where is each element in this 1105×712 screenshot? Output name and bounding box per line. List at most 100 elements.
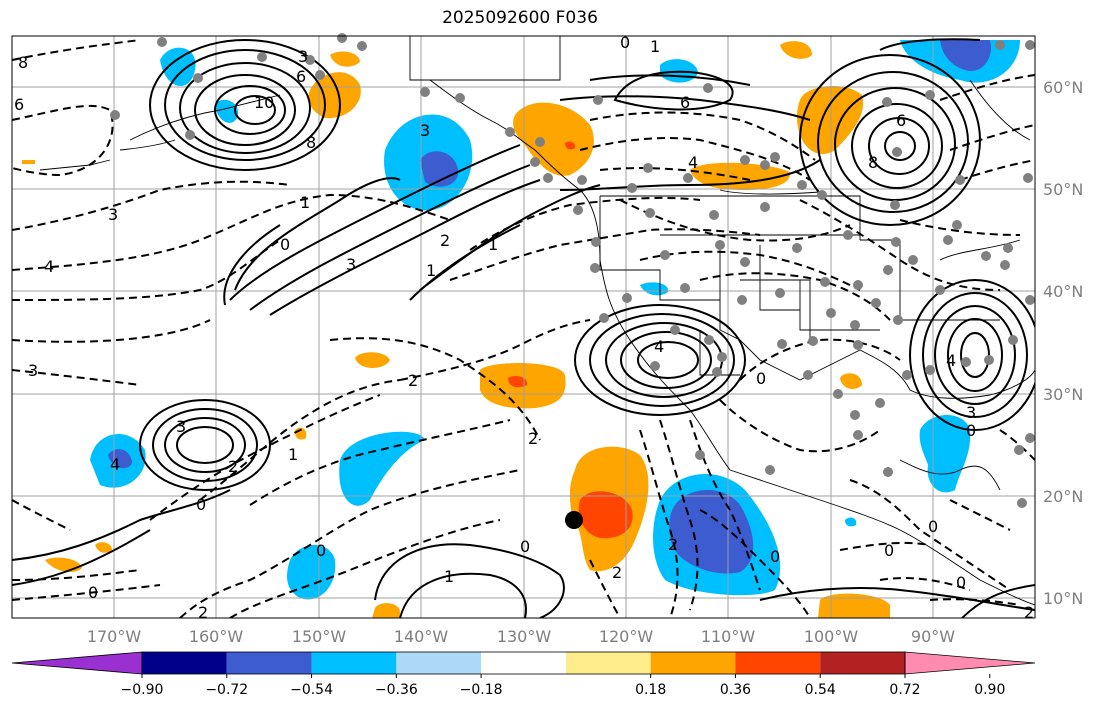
colorbar-segment (226, 652, 312, 674)
colorbar-tick-label: 0.18 (635, 682, 666, 698)
longitude-labels: 170°W 160°W 150°W 140°W 130°W 120°W 110°… (87, 627, 955, 646)
positive-patch (818, 593, 890, 618)
contour-label: 2 (528, 429, 538, 448)
contour-label: 3 (966, 403, 976, 422)
positive-patch (513, 102, 594, 176)
positive-patch (565, 141, 576, 150)
contour-label: 3 (346, 255, 356, 274)
colorbar-tick-label: −0.90 (121, 682, 164, 698)
contour-label: 2 (1024, 603, 1034, 622)
contour-label: 0 (884, 541, 894, 560)
lon-label: 150°W (292, 627, 347, 646)
colorbar (11, 651, 1036, 675)
contour-label: 0 (520, 537, 530, 556)
contour-label: 0 (756, 369, 766, 388)
contour-label: 0 (770, 547, 780, 566)
colorbar-segment (142, 652, 227, 674)
colorbar-segment (396, 652, 482, 674)
contour-label: 8 (306, 133, 316, 152)
negative-patch (287, 545, 336, 600)
lat-label: 10°N (1043, 589, 1083, 608)
contour-label: 3 (108, 205, 118, 224)
colorbar-segment (650, 652, 736, 674)
shaded-anomaly-field (22, 40, 1020, 618)
negative-patch (215, 99, 239, 123)
graticule (12, 36, 1035, 618)
negative-patch (669, 490, 754, 574)
latitude-labels: 60°N 50°N 40°N 30°N 20°N 10°N (1043, 78, 1083, 608)
contour-label: 1 (300, 193, 310, 212)
contour-label: 0 (196, 495, 206, 514)
contour-label: 4 (44, 257, 54, 276)
lon-label: 100°W (804, 627, 859, 646)
contour-label: 2 (408, 371, 418, 390)
lat-label: 30°N (1043, 385, 1083, 404)
positive-patch (95, 542, 112, 553)
colorbar-segment (735, 652, 821, 674)
colorbar-tick-label: 0.36 (720, 682, 751, 698)
colorbar-segment (820, 652, 905, 674)
positive-patch (578, 491, 633, 539)
lon-label: 90°W (911, 627, 955, 646)
lon-label: 160°W (189, 627, 244, 646)
lat-label: 60°N (1043, 78, 1083, 97)
positive-patch (508, 376, 528, 388)
coastlines (39, 36, 1035, 606)
negative-patch (339, 431, 425, 506)
contour-label: 8 (18, 53, 28, 72)
contour-label: 8 (868, 153, 878, 172)
contour-label: 3 (420, 121, 430, 140)
contour-label: 0 (956, 573, 966, 592)
contour-label: 1 (444, 567, 454, 586)
colorbar-tick-label: 0.72 (889, 682, 920, 698)
contour-label: 4 (110, 455, 120, 474)
positive-patch (372, 603, 400, 618)
negative-patch (940, 40, 991, 71)
map-frame (11, 35, 1036, 619)
lon-label: 120°W (599, 627, 654, 646)
positive-patch (355, 352, 390, 368)
contour-label: 0 (88, 583, 98, 602)
plot-title: 2025092600 F036 (442, 8, 598, 28)
contour-label: 10 (254, 93, 274, 112)
contour-label: 1 (488, 235, 498, 254)
colorbar-tick-label: 0.54 (805, 682, 836, 698)
colorbar-segment (481, 652, 566, 674)
colorbar-tick-label: 0.90 (974, 682, 1005, 698)
lat-label: 40°N (1043, 282, 1083, 301)
negative-patch (160, 47, 196, 87)
colorbar-ticks: −0.90 −0.72 −0.54 −0.36 −0.18 0.18 0.36 0.54 0.7… (121, 674, 1005, 698)
station-dots (110, 33, 1035, 508)
negative-patch (420, 151, 459, 187)
negative-patch (640, 282, 669, 296)
lon-label: 170°W (87, 627, 142, 646)
contour-label: 2 (440, 231, 450, 250)
contour-label: 0 (928, 517, 938, 536)
contour-label: 0 (966, 421, 976, 440)
colorbar-frame (141, 651, 906, 675)
contour-label: 2 (198, 603, 208, 622)
contour-label: 0 (316, 541, 326, 560)
contour-label: 3 (28, 361, 38, 380)
colorbar-tick-label: −0.72 (205, 682, 248, 698)
contour-label: 4 (946, 351, 956, 370)
contour-labels: 8 6 3 6 10 8 6 0 1 3 4 3 6 8 4 4 2 1 2 1… (14, 33, 1034, 622)
contour-label: 2 (612, 563, 622, 582)
colorbar-tick-label: −0.36 (375, 682, 418, 698)
lon-label: 130°W (497, 627, 552, 646)
positive-patch (22, 160, 35, 164)
colorbar-tick-label: −0.18 (460, 682, 503, 698)
contour-label: 3 (176, 417, 186, 436)
contour-label: 6 (680, 93, 690, 112)
contour-label: 6 (896, 111, 906, 130)
negative-patch (845, 517, 857, 527)
contour-label: 3 (298, 47, 308, 66)
colorbar-tick-label: −0.54 (290, 682, 333, 698)
contour-label: 0 (620, 33, 630, 52)
contour-label: 2 (668, 535, 678, 554)
positive-patch (780, 41, 812, 59)
colorbar-segment (565, 652, 651, 674)
colorbar-extend-min (11, 651, 143, 675)
storm-center-marker (565, 511, 583, 529)
